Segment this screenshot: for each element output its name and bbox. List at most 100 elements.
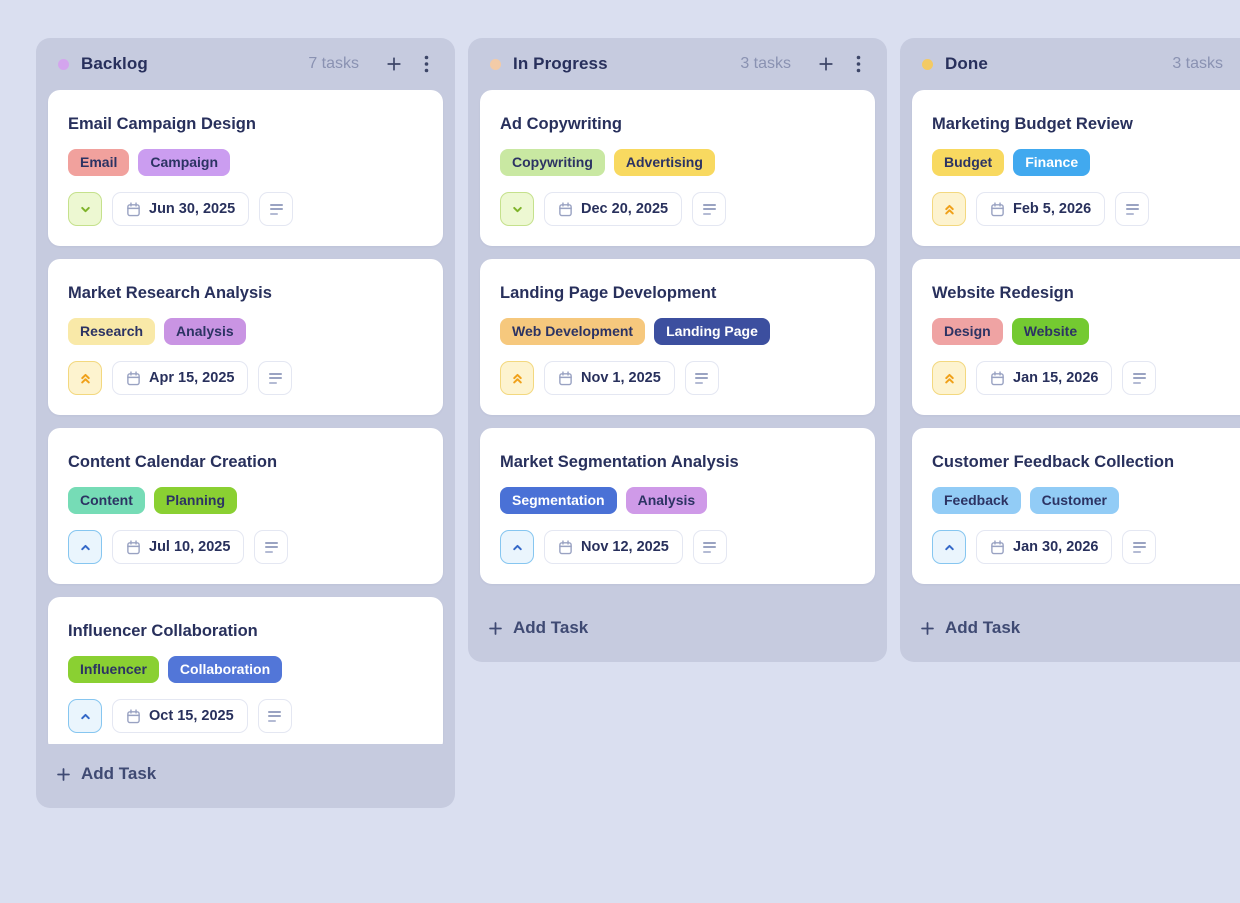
description-button[interactable] — [692, 192, 727, 226]
plus-icon — [387, 57, 401, 71]
tag: Research — [68, 318, 156, 345]
add-task-button[interactable]: Add Task — [36, 744, 455, 808]
tag: Feedback — [932, 487, 1021, 514]
task-meta-row: Jul 10, 2025 — [68, 530, 423, 564]
priority-button[interactable] — [500, 192, 534, 226]
tag-list: Budget Finance — [932, 149, 1240, 176]
column-header: Backlog 7 tasks — [36, 38, 455, 90]
task-meta-row: Oct 15, 2025 — [68, 699, 423, 733]
calendar-icon — [991, 370, 1004, 385]
add-task-button[interactable]: Add Task — [468, 598, 887, 662]
tag-list: Research Analysis — [68, 318, 423, 345]
card-list: Ad Copywriting Copywriting Advertising De… — [468, 90, 887, 598]
task-card[interactable]: Market Research Analysis Research Analysi… — [48, 259, 443, 415]
due-date-button[interactable]: Jan 15, 2026 — [976, 361, 1113, 395]
tag-list: Content Planning — [68, 487, 423, 514]
task-card[interactable]: Market Segmentation Analysis Segmentatio… — [480, 428, 875, 584]
priority-button[interactable] — [500, 361, 534, 395]
task-card[interactable]: Marketing Budget Review Budget Finance Fe… — [912, 90, 1240, 246]
task-meta-row: Jan 30, 2026 — [932, 530, 1240, 564]
priority-button[interactable] — [932, 530, 966, 564]
align-left-lines-icon — [268, 710, 282, 722]
due-date-button[interactable]: Nov 12, 2025 — [544, 530, 683, 564]
task-card[interactable]: Email Campaign Design Email Campaign Jun … — [48, 90, 443, 246]
task-title: Landing Page Development — [500, 284, 717, 302]
due-date-button[interactable]: Jul 10, 2025 — [112, 530, 245, 564]
tag: Campaign — [138, 149, 231, 176]
description-button[interactable] — [692, 530, 727, 564]
tag-list: Email Campaign — [68, 149, 423, 176]
due-date-button[interactable]: Jan 30, 2026 — [976, 530, 1113, 564]
task-title: Market Research Analysis — [68, 284, 272, 302]
kanban-column-done: Done 3 tasks Marketing Budget Review Bud… — [900, 38, 1240, 662]
task-card[interactable]: Content Calendar Creation Content Plannin… — [48, 428, 443, 584]
tag: Collaboration — [167, 656, 283, 683]
priority-button[interactable] — [932, 192, 966, 226]
description-button[interactable] — [257, 699, 292, 733]
description-button[interactable] — [1115, 192, 1150, 226]
tag: Web Development — [500, 318, 646, 345]
task-meta-row: Apr 15, 2025 — [68, 361, 423, 395]
column-menu-button[interactable] — [424, 55, 429, 73]
chevron-up-icon — [80, 713, 90, 719]
priority-button[interactable] — [68, 699, 102, 733]
task-meta-row: Jan 15, 2026 — [932, 361, 1240, 395]
add-task-button[interactable]: Add Task — [900, 598, 1240, 662]
tag-list: Web Development Landing Page — [500, 318, 855, 345]
task-card[interactable]: Website Redesign Design Website Jan 15, 2… — [912, 259, 1240, 415]
description-button[interactable] — [259, 192, 294, 226]
tag: Email — [68, 149, 130, 176]
calendar-icon — [127, 708, 140, 723]
tag: Design — [932, 318, 1003, 345]
description-button[interactable] — [258, 361, 293, 395]
tag: Analysis — [625, 487, 708, 514]
description-button[interactable] — [1122, 361, 1157, 395]
column-task-count: 7 tasks — [308, 55, 359, 72]
priority-button[interactable] — [68, 361, 102, 395]
calendar-icon — [991, 539, 1004, 554]
align-left-lines-icon — [269, 203, 283, 215]
align-left-lines-icon — [1132, 372, 1146, 384]
due-date-label: Jan 15, 2026 — [1013, 370, 1099, 386]
priority-button[interactable] — [500, 530, 534, 564]
chevron-down-icon — [512, 206, 522, 212]
task-card[interactable]: Influencer Collaboration Influencer Colla… — [48, 597, 443, 744]
tag: Influencer — [68, 656, 159, 683]
due-date-button[interactable]: Nov 1, 2025 — [544, 361, 675, 395]
task-meta-row: Nov 1, 2025 — [500, 361, 855, 395]
priority-button[interactable] — [932, 361, 966, 395]
description-button[interactable] — [254, 530, 289, 564]
tag: Content — [68, 487, 145, 514]
description-button[interactable] — [1122, 530, 1157, 564]
kanban-column-backlog: Backlog 7 tasks Email Campaign Design Em… — [36, 38, 455, 808]
add-card-button[interactable] — [386, 56, 402, 72]
chevron-up-icon — [80, 544, 90, 550]
task-meta-row: Nov 12, 2025 — [500, 530, 855, 564]
task-title: Content Calendar Creation — [68, 453, 278, 471]
task-title: Customer Feedback Collection — [932, 453, 1175, 471]
column-menu-button[interactable] — [856, 55, 861, 73]
double-chevron-up-icon — [512, 373, 522, 383]
column-title: Backlog — [81, 54, 148, 73]
priority-button[interactable] — [68, 192, 102, 226]
task-card[interactable]: Customer Feedback Collection Feedback Cus… — [912, 428, 1240, 584]
tag: Finance — [1013, 149, 1091, 176]
chevron-up-icon — [512, 544, 522, 550]
add-task-label: Add Task — [513, 618, 589, 637]
description-button[interactable] — [684, 361, 719, 395]
due-date-button[interactable]: Apr 15, 2025 — [112, 361, 249, 395]
due-date-button[interactable]: Jun 30, 2025 — [112, 192, 250, 226]
task-card[interactable]: Ad Copywriting Copywriting Advertising De… — [480, 90, 875, 246]
align-left-lines-icon — [268, 372, 282, 384]
column-color-dot — [922, 58, 933, 70]
due-date-button[interactable]: Oct 15, 2025 — [112, 699, 248, 733]
add-card-button[interactable] — [818, 56, 834, 72]
due-date-button[interactable]: Dec 20, 2025 — [544, 192, 683, 226]
tag-list: Feedback Customer — [932, 487, 1240, 514]
task-meta-row: Dec 20, 2025 — [500, 192, 855, 226]
plus-icon — [921, 621, 934, 635]
task-card[interactable]: Landing Page Development Web Development… — [480, 259, 875, 415]
due-date-button[interactable]: Feb 5, 2026 — [976, 192, 1106, 226]
priority-button[interactable] — [68, 530, 102, 564]
